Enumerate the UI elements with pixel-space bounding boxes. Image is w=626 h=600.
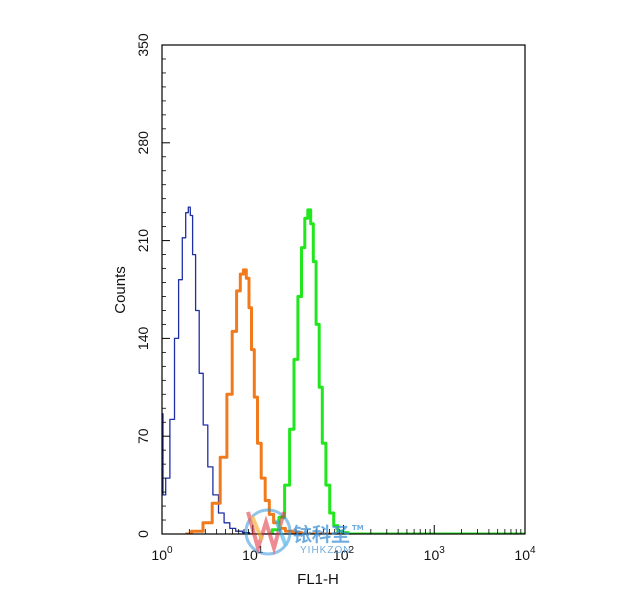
watermark-emblem	[244, 508, 292, 556]
watermark-tm: TM	[352, 524, 364, 532]
y-tick-label: 350	[135, 33, 151, 57]
watermark-english-text: YIHKZON	[300, 545, 351, 556]
y-tick-label: 140	[135, 327, 151, 351]
x-axis-title: FL1-H	[297, 571, 339, 588]
x-tick-label: 102	[333, 545, 355, 563]
series-layer	[162, 206, 525, 534]
x-tick-label: 104	[514, 545, 536, 563]
y-tick-label: 210	[135, 229, 151, 253]
x-tick-exponent: 1	[258, 545, 264, 556]
x-tick-label: 100	[151, 545, 173, 563]
x-tick-base: 10	[333, 547, 349, 563]
x-tick-base: 10	[242, 547, 258, 563]
series-2-line	[268, 208, 525, 534]
x-tick-exponent: 3	[439, 545, 445, 556]
x-tick-exponent: 4	[530, 545, 536, 556]
x-tick-exponent: 0	[167, 545, 173, 556]
x-tick-base: 10	[424, 547, 440, 563]
y-tick-label: 70	[135, 428, 151, 444]
x-tick-label: 103	[424, 545, 446, 563]
x-tick-exponent: 2	[349, 545, 355, 556]
x-tick-base: 10	[514, 547, 530, 563]
y-tick-label: 280	[135, 131, 151, 155]
y-axis-title: Counts	[112, 266, 129, 314]
series-1-line	[185, 268, 344, 534]
series-0-line	[162, 206, 344, 534]
x-tick-label: 101	[242, 545, 264, 563]
y-tick-label: 0	[135, 530, 151, 538]
watermark-chinese-text: 铱科圣	[293, 523, 351, 546]
watermark-logo: 铱科圣 TM YIHKZON	[244, 508, 364, 556]
x-tick-base: 10	[151, 547, 167, 563]
y-axis: 0 70 140 210 280 350	[135, 33, 170, 538]
